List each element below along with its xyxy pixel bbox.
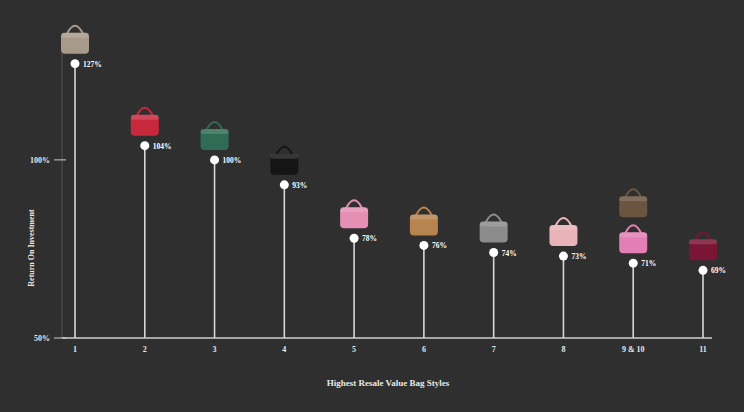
bag-body: [549, 225, 577, 246]
y-tick-label: 100%: [30, 156, 50, 165]
bag-handle: [695, 232, 711, 240]
bag-flap: [410, 214, 438, 219]
stem: [493, 253, 495, 339]
stem: [74, 64, 76, 338]
marker: [350, 234, 359, 243]
bag-body: [689, 239, 717, 260]
bag-icon: [480, 215, 508, 243]
data-label: 100%: [223, 156, 242, 165]
x-axis-title: Highest Resale Value Bag Styles: [327, 378, 450, 388]
x-tick-label: 4: [282, 345, 286, 354]
x-tick-label: 8: [561, 345, 565, 354]
stem: [632, 263, 634, 338]
background: [0, 0, 744, 412]
bag-flap: [480, 222, 508, 227]
bag-handle: [67, 26, 83, 34]
bag-icon: [619, 225, 647, 253]
marker: [210, 155, 219, 164]
data-label: 93%: [292, 181, 307, 190]
x-tick-label: 6: [422, 345, 426, 354]
bag-icon: [689, 232, 717, 260]
marker: [559, 252, 568, 261]
stem: [144, 146, 146, 338]
data-label: 78%: [362, 234, 377, 243]
marker: [699, 266, 708, 275]
bag-icon: [410, 207, 438, 235]
bag-flap: [131, 115, 159, 120]
bag-body: [619, 196, 647, 217]
bag-icon: [61, 26, 89, 54]
bag-handle: [137, 108, 153, 116]
x-tick-label: 1: [73, 345, 77, 354]
x-tick-label: 9 & 10: [622, 345, 645, 354]
bag-body: [201, 129, 229, 150]
bag-flap: [549, 225, 577, 230]
x-axis-line: [62, 337, 712, 339]
bag-body: [61, 33, 89, 54]
data-label: 74%: [502, 249, 517, 258]
data-label: 76%: [432, 241, 447, 250]
x-tick-label: 2: [143, 345, 147, 354]
x-tick-label: 3: [213, 345, 217, 354]
y-axis-title: Return On Investment: [27, 209, 36, 287]
marker: [489, 248, 498, 257]
bag-icon: [270, 147, 298, 175]
y-tick: [54, 159, 66, 160]
x-tick-label: 11: [699, 345, 707, 354]
bag-body: [410, 214, 438, 235]
bag-handle: [416, 207, 432, 215]
bag-flap: [340, 207, 368, 212]
bag-flap: [689, 239, 717, 244]
bag-body: [619, 232, 647, 253]
stem: [702, 270, 704, 338]
stem: [214, 160, 216, 338]
marker: [629, 259, 638, 268]
data-label: 127%: [83, 60, 102, 69]
bag-handle: [555, 218, 571, 226]
y-tick: [54, 338, 66, 339]
marker: [419, 241, 428, 250]
bag-handle: [625, 225, 641, 233]
bag-flap: [619, 196, 647, 201]
bag-handle: [346, 200, 362, 208]
bag-flap: [619, 232, 647, 237]
bag-handle: [207, 122, 223, 130]
bag-body: [480, 222, 508, 243]
bag-flap: [201, 129, 229, 134]
data-label: 71%: [641, 259, 656, 268]
bag-handle: [276, 147, 292, 155]
bag-icon: [340, 200, 368, 228]
marker: [140, 141, 149, 150]
bag-body: [131, 115, 159, 136]
data-label: 73%: [571, 252, 586, 261]
bag-icon: [201, 122, 229, 150]
stem: [563, 256, 565, 338]
bag-icon: [619, 189, 647, 217]
x-tick-label: 5: [352, 345, 356, 354]
stem: [284, 185, 286, 338]
bag-flap: [61, 33, 89, 38]
data-label: 104%: [153, 142, 172, 151]
marker: [280, 180, 289, 189]
data-label: 69%: [711, 266, 726, 275]
marker: [71, 59, 80, 68]
bag-handle: [486, 215, 502, 223]
y-axis-line: [62, 53, 63, 338]
y-tick-label: 50%: [34, 334, 50, 343]
bag-icon: [549, 218, 577, 246]
stem: [353, 238, 355, 338]
bag-icon: [131, 108, 159, 136]
x-tick-label: 7: [492, 345, 496, 354]
marks: [71, 59, 708, 338]
bag-handle: [625, 189, 641, 197]
chart-root: 50% 100% 127% 104% 100% 93% 78% 76% 74% 73% 71% 69%…: [0, 0, 744, 412]
bag-body: [340, 207, 368, 228]
stem: [423, 245, 425, 338]
bag-body: [270, 154, 298, 175]
bag-flap: [270, 154, 298, 159]
